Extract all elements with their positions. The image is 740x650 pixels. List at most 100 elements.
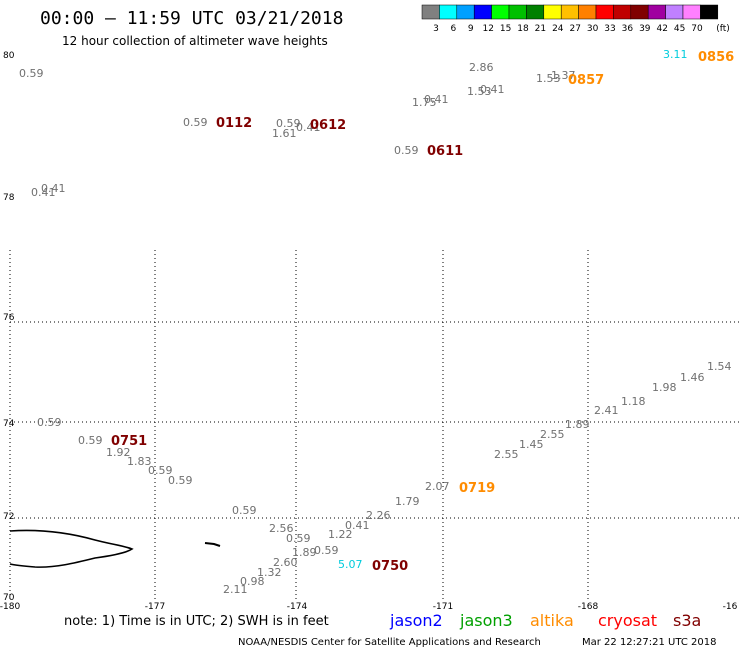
- pass-time-label: 0612: [310, 118, 346, 133]
- scale-label: 24: [552, 24, 564, 34]
- wave-height-value: 1.53: [467, 85, 492, 98]
- wave-height-value: 2.86: [469, 61, 494, 74]
- pass-time-label: 0112: [216, 116, 252, 131]
- wave-height-value: 1.75: [412, 96, 437, 109]
- credit-text: NOAA/NESDIS Center for Satellite Applica…: [238, 637, 541, 648]
- wave-height-value: 0.41: [296, 121, 321, 134]
- wave-height-value: 2.11: [223, 583, 248, 596]
- wave-height-value: 0.59: [148, 464, 173, 477]
- wave-height-value: 2.55: [494, 448, 519, 461]
- lon-tick-label: -177: [145, 602, 165, 612]
- pass-time-labels: 0112 0612 0611 0857 0856 0751 0719 0750: [111, 50, 734, 574]
- wave-height-value: 2.56: [269, 522, 294, 535]
- lon-tick-label: -168: [578, 602, 599, 612]
- wave-height-value: 3.11: [663, 48, 688, 61]
- scale-swatch: [630, 4, 649, 20]
- wave-height-value: 0.59: [394, 144, 419, 157]
- satellite-legend-jason2: jason2: [389, 611, 443, 630]
- wave-height-value: 2.26: [366, 509, 391, 522]
- satellite-legend: jason2 jason3 altika cryosat s3a: [389, 611, 701, 630]
- wave-height-value: 1.61: [272, 127, 297, 140]
- wave-height-value: 0.59: [78, 434, 103, 447]
- timestamp-text: Mar 22 12:27:21 UTC 2018: [582, 637, 717, 648]
- scale-label: 15: [500, 24, 511, 34]
- lat-tick-label: 74: [3, 419, 15, 429]
- wave-height-value: 2.60: [273, 556, 298, 569]
- scale-label: 36: [622, 24, 634, 34]
- scale-swatch: [473, 4, 492, 20]
- lon-tick-label: -171: [433, 602, 453, 612]
- scale-swatch: [421, 4, 440, 20]
- color-scale: 3 6 9 12 15 18 21 24 27 30 33 36 39 42 45 70 (ft): [421, 4, 730, 34]
- pass-time-label: 0611: [427, 144, 463, 159]
- scale-swatch: [595, 4, 614, 20]
- scale-swatch: [456, 4, 475, 20]
- wave-height-value: 0.59: [168, 474, 193, 487]
- wave-height-value: 0.59: [276, 117, 301, 130]
- wave-height-value: 0.41: [41, 182, 66, 195]
- wave-height-value: 1.89: [565, 418, 590, 431]
- scale-label: (ft): [716, 24, 730, 34]
- wave-height-observations: 0.590.59 0.591.61 0.412.861.531.531.370.41…: [19, 48, 732, 596]
- pass-time-label: 0857: [568, 73, 604, 88]
- lon-tick-label: -174: [287, 602, 308, 612]
- scale-label: 12: [482, 24, 493, 34]
- scale-label: 70: [691, 24, 703, 34]
- wave-height-value: 1.79: [395, 495, 420, 508]
- wave-height-value: 0.41: [424, 93, 449, 106]
- scale-label: 33: [604, 24, 615, 34]
- scale-label: 18: [517, 24, 529, 34]
- scale-label: 42: [656, 24, 667, 34]
- scale-swatch: [613, 4, 632, 20]
- lat-tick-label: 72: [3, 512, 14, 522]
- graticule: [9, 250, 740, 600]
- scale-label: 27: [569, 24, 580, 34]
- wave-height-value: 0.41: [31, 186, 56, 199]
- wave-height-value: 2.41: [594, 404, 619, 417]
- wave-height-value: 2.07: [425, 480, 450, 493]
- wave-height-value: 1.92: [106, 446, 131, 459]
- wave-height-value: 0.59: [286, 532, 311, 545]
- scale-swatch: [491, 4, 510, 20]
- scale-swatch: [700, 4, 719, 20]
- scale-label: 30: [587, 24, 599, 34]
- wave-height-value: 1.54: [707, 360, 732, 373]
- wave-height-value: 0.59: [183, 116, 208, 129]
- small-island-outline: [204, 542, 221, 547]
- wave-height-value: 1.22: [328, 528, 353, 541]
- wave-height-value: 0.98: [240, 575, 265, 588]
- pass-time-label: 0719: [459, 481, 495, 496]
- scale-swatch: [578, 4, 597, 20]
- wave-height-value: 1.46: [680, 371, 705, 384]
- longitude-labels: -180 -177 -174 -171 -168 -16: [0, 602, 738, 612]
- wave-height-value: 1.98: [652, 381, 677, 394]
- wave-height-value: 1.53: [536, 72, 561, 85]
- scale-swatch: [543, 4, 562, 20]
- scale-label: 3: [433, 24, 439, 34]
- scale-swatch: [682, 4, 701, 20]
- wave-height-value: 1.89: [292, 546, 317, 559]
- wave-height-value: 0.59: [314, 544, 339, 557]
- wave-height-value: 0.59: [37, 416, 62, 429]
- scale-label: 39: [639, 24, 651, 34]
- lat-tick-label: 80: [3, 51, 15, 61]
- satellite-legend-s3a: s3a: [673, 611, 701, 630]
- wave-height-value: 2.55: [540, 428, 565, 441]
- latitude-labels: 80 78 76 74 72 70: [3, 51, 15, 603]
- wave-height-value: 1.37: [551, 69, 576, 82]
- wave-height-value: 0.41: [480, 83, 505, 96]
- wave-height-value: 1.83: [127, 455, 152, 468]
- wave-height-value: 1.45: [519, 438, 544, 451]
- scale-swatch: [439, 4, 458, 20]
- lat-tick-label: 70: [3, 593, 15, 603]
- wave-height-value: 1.32: [257, 566, 282, 579]
- pass-time-label: 0750: [372, 559, 408, 574]
- scale-label: 6: [451, 24, 457, 34]
- scale-swatch: [508, 4, 527, 20]
- satellite-legend-cryosat: cryosat: [598, 611, 657, 630]
- wave-height-value: 0.59: [232, 504, 257, 517]
- scale-swatch: [526, 4, 545, 20]
- land-outline: [9, 529, 134, 568]
- lat-tick-label: 76: [3, 313, 15, 323]
